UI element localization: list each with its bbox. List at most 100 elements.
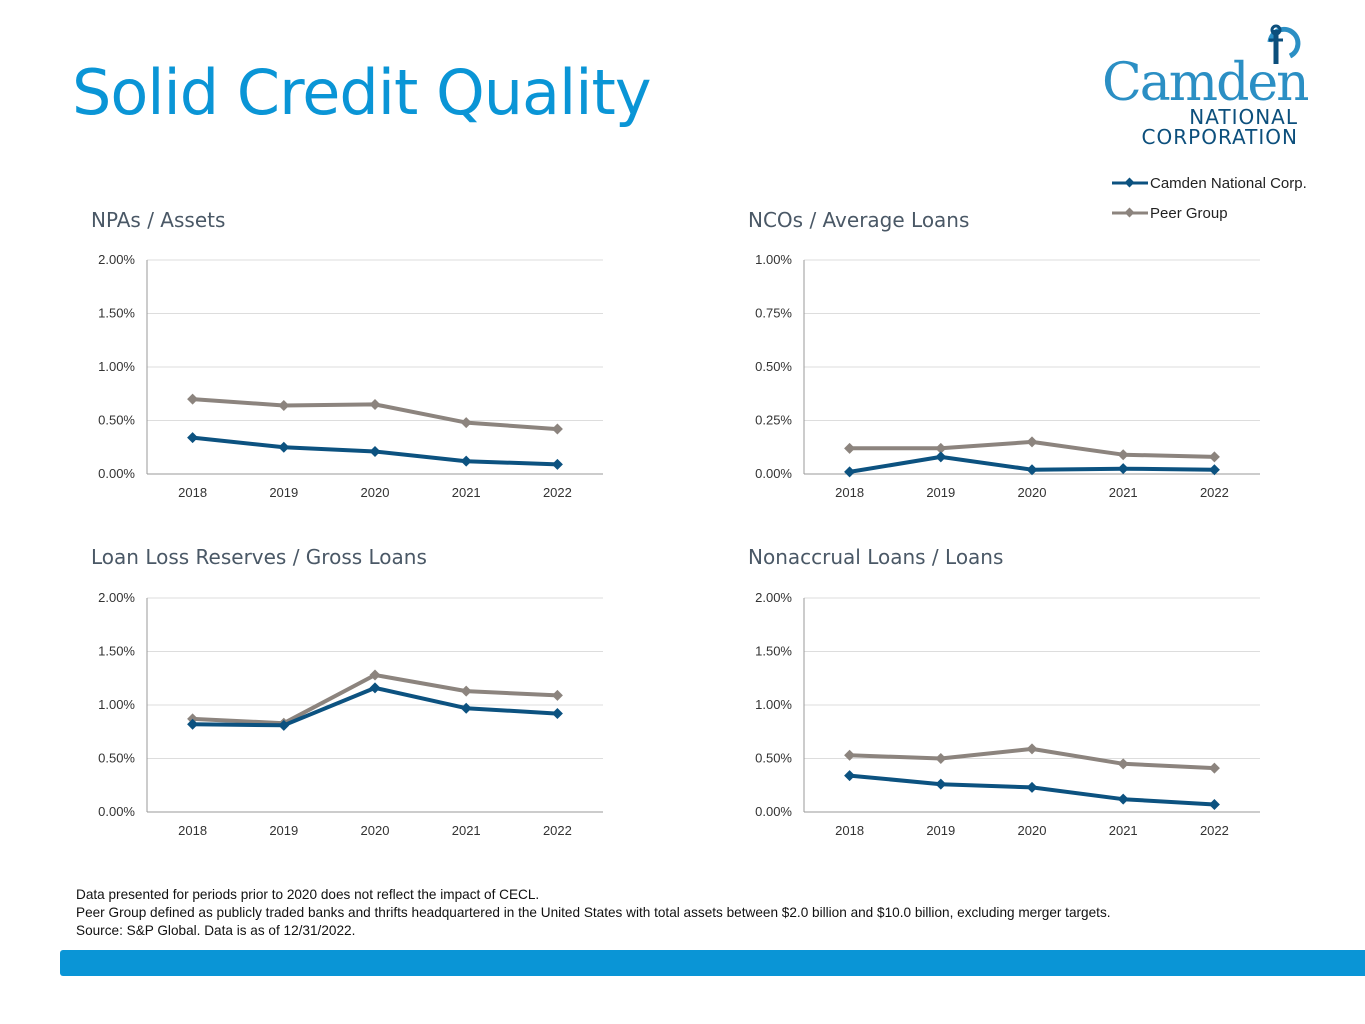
company-logo: Camden NATIONAL CORPORATION	[1102, 24, 1308, 149]
x-tick-label: 2022	[1200, 823, 1229, 838]
x-tick-label: 2020	[361, 823, 390, 838]
y-tick-label: 1.50%	[98, 644, 135, 659]
data-point-camden	[1208, 799, 1220, 811]
y-tick-label: 1.00%	[98, 697, 135, 712]
x-tick-label: 2019	[926, 485, 955, 500]
data-point-camden	[1026, 464, 1038, 476]
chart-title-ncos-average-loans: NCOs / Average Loans	[748, 208, 970, 232]
legend-item-camden: Camden National Corp.	[1112, 168, 1307, 198]
y-tick-label: 0.00%	[98, 804, 135, 819]
data-point-camden	[369, 446, 381, 458]
data-point-peer	[369, 669, 381, 681]
x-tick-label: 2018	[178, 823, 207, 838]
y-tick-label: 2.00%	[755, 590, 792, 605]
chart-legend: Camden National Corp. Peer Group	[1112, 168, 1307, 228]
y-tick-label: 1.00%	[755, 697, 792, 712]
y-tick-label: 1.00%	[755, 252, 792, 267]
chart-title-loan-loss-reserves: Loan Loss Reserves / Gross Loans	[91, 545, 427, 569]
x-tick-label: 2022	[543, 485, 572, 500]
data-point-camden	[1117, 793, 1129, 805]
data-point-peer	[460, 685, 472, 697]
x-tick-label: 2021	[452, 485, 481, 500]
y-tick-label: 0.50%	[755, 751, 792, 766]
x-tick-label: 2018	[835, 823, 864, 838]
data-point-peer	[935, 442, 947, 454]
y-tick-label: 0.25%	[755, 413, 792, 428]
chart-title-nonaccrual-loans: Nonaccrual Loans / Loans	[748, 545, 1004, 569]
y-tick-label: 1.00%	[98, 359, 135, 374]
y-tick-label: 0.75%	[755, 306, 792, 321]
logo-line3: CORPORATION	[1142, 125, 1298, 149]
legend-item-peer: Peer Group	[1112, 198, 1307, 228]
data-point-camden	[1208, 464, 1220, 476]
data-point-peer	[278, 400, 290, 412]
data-point-camden	[844, 466, 856, 478]
data-point-peer	[844, 749, 856, 761]
data-point-peer	[1117, 449, 1129, 461]
footnotes: Data presented for periods prior to 2020…	[76, 886, 1276, 940]
data-point-camden	[935, 451, 947, 463]
data-point-peer	[551, 689, 563, 701]
x-tick-label: 2019	[269, 485, 298, 500]
x-tick-label: 2021	[1109, 823, 1138, 838]
data-point-peer	[551, 423, 563, 435]
y-tick-label: 1.50%	[755, 644, 792, 659]
series-line-peer	[192, 673, 558, 726]
y-tick-label: 2.00%	[98, 252, 135, 267]
data-point-peer	[1026, 436, 1038, 448]
logo-name: Camden	[1102, 53, 1308, 113]
y-tick-label: 0.00%	[755, 804, 792, 819]
data-point-camden	[369, 682, 381, 694]
legend-label-camden: Camden National Corp.	[1150, 174, 1307, 192]
x-tick-label: 2019	[269, 823, 298, 838]
data-point-camden	[278, 719, 290, 731]
y-tick-label: 1.50%	[98, 306, 135, 321]
chart-title-npas-assets: NPAs / Assets	[91, 208, 226, 232]
x-tick-label: 2020	[361, 485, 390, 500]
logo-line2: NATIONAL	[1189, 105, 1298, 129]
data-point-camden	[460, 702, 472, 714]
data-point-camden	[1026, 781, 1038, 793]
data-point-camden	[187, 432, 199, 444]
legend-swatch-camden	[1112, 177, 1148, 188]
x-tick-label: 2021	[452, 823, 481, 838]
footnote-cecl: Data presented for periods prior to 2020…	[76, 887, 540, 902]
data-point-peer	[460, 417, 472, 429]
data-point-peer	[1026, 743, 1038, 755]
data-point-camden	[551, 708, 563, 720]
chart-nonaccrual-loans: 2.00% 1.50% 1.00% 0.50% 0.00% 2018 2019 2020 202…	[755, 590, 1260, 838]
y-tick-label: 0.50%	[755, 359, 792, 374]
data-point-peer	[187, 393, 199, 405]
y-tick-label: 0.50%	[98, 751, 135, 766]
data-point-camden	[187, 718, 199, 730]
footnote-source: Source: S&P Global. Data is as of 12/31/…	[76, 923, 356, 938]
chart-ncos-average-loans: 1.00% 0.75% 0.50% 0.25% 0.00% 2018 2019 2020 202…	[755, 252, 1260, 500]
data-point-camden	[460, 455, 472, 467]
data-point-peer	[1117, 758, 1129, 770]
legend-swatch-peer	[1112, 207, 1148, 218]
x-tick-label: 2022	[1200, 485, 1229, 500]
data-point-peer	[935, 753, 947, 764]
legend-label-peer: Peer Group	[1150, 204, 1228, 222]
y-tick-label: 0.00%	[98, 466, 135, 481]
footnote-peer-group: Peer Group defined as publicly traded ba…	[76, 905, 1111, 920]
data-point-peer	[1208, 762, 1220, 774]
y-tick-label: 0.00%	[755, 466, 792, 481]
data-point-camden	[935, 778, 947, 790]
chart-npas-assets: 2.00% 1.50% 1.00% 0.50% 0.00% 2018 2019 2020 202…	[98, 252, 603, 500]
data-point-peer	[844, 442, 856, 454]
data-point-peer	[369, 398, 381, 410]
y-tick-label: 0.50%	[98, 413, 135, 428]
y-tick-label: 2.00%	[98, 590, 135, 605]
x-tick-label: 2022	[543, 823, 572, 838]
x-tick-label: 2018	[835, 485, 864, 500]
x-tick-label: 2019	[926, 823, 955, 838]
data-point-camden	[551, 458, 563, 470]
anchor-icon	[1267, 24, 1301, 64]
data-point-camden	[844, 770, 856, 782]
chart-loan-loss-reserves: 2.00% 1.50% 1.00% 0.50% 0.00% 2018 2019 2020 202…	[98, 590, 603, 838]
x-tick-label: 2021	[1109, 485, 1138, 500]
x-tick-label: 2020	[1018, 485, 1047, 500]
data-point-camden	[278, 441, 290, 453]
data-point-camden	[1117, 463, 1129, 475]
